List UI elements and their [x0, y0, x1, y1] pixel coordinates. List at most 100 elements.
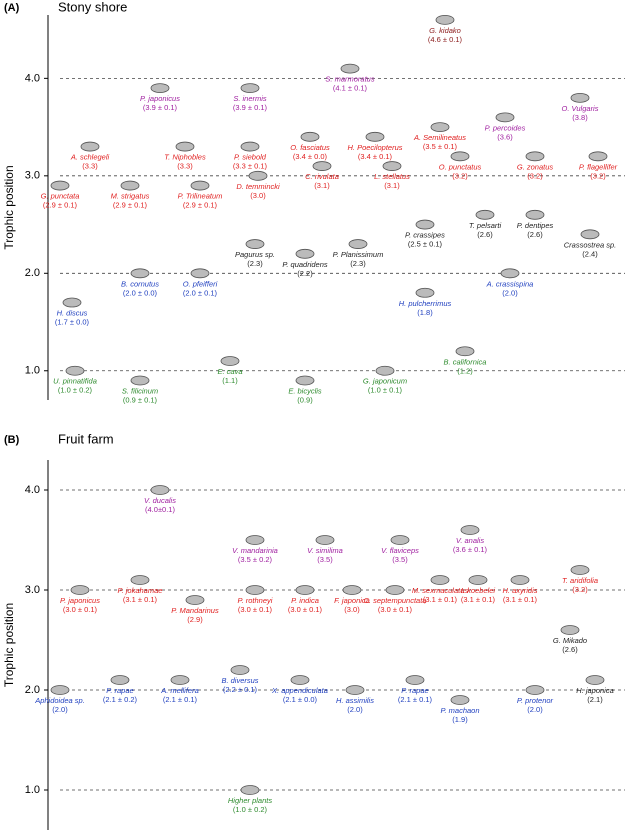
species-name: P. rapae — [401, 686, 428, 695]
species: O. Vulgaris(3.8) — [562, 92, 599, 122]
organism-marker — [580, 229, 600, 240]
species-name: G. punctata — [41, 192, 80, 201]
species-name: T. Niphobles — [164, 153, 206, 162]
value-label: (2.1 ± 0.1) — [398, 695, 433, 704]
species: B. cornutus(2.0 ± 0.0) — [121, 268, 159, 297]
species-name: H. discus — [57, 309, 88, 318]
species: P. siebold(3.3 ± 0.1) — [233, 141, 268, 171]
species: P. indica(3.0 ± 0.1) — [288, 585, 323, 614]
value-label: (4.1 ± 0.1) — [333, 84, 368, 93]
species-name: P. machaon — [440, 706, 479, 715]
species-name: P. percoides — [485, 123, 526, 132]
y-tick-label: 1.0 — [25, 365, 40, 377]
species: G. Mikado(2.6) — [553, 625, 587, 654]
species-name: P. rothneyi — [238, 596, 273, 605]
species-name: S. marmoratus — [325, 75, 374, 84]
value-label: (3.5 ± 0.2) — [238, 555, 273, 564]
species: O. punctatus(3.2) — [439, 151, 482, 180]
y-tick-label: 3.0 — [25, 584, 40, 596]
species: V. flaviceps(3.5) — [381, 535, 419, 564]
organism-marker — [560, 625, 580, 635]
organism-marker — [175, 141, 195, 152]
species-name: A. mellifera — [160, 686, 199, 695]
species: P. quadridens(2.2) — [282, 248, 328, 278]
species-name: G. Mikado — [553, 636, 587, 645]
y-tick-label: 3.0 — [25, 170, 40, 182]
organism-marker — [450, 151, 470, 162]
organism-marker — [62, 297, 82, 308]
species: P. Planissimum(2.3) — [333, 239, 383, 268]
value-label: (1.0 ± 0.2) — [233, 805, 268, 814]
organism-marker — [240, 785, 260, 795]
value-label: (3.1 ± 0.1) — [123, 595, 158, 604]
species: M. sexmaculatus(3.1 ± 0.1) — [412, 575, 468, 604]
value-label: (3.1) — [384, 181, 400, 190]
value-label: (3.2) — [452, 171, 468, 180]
value-label: (2.9 ± 0.1) — [113, 201, 148, 210]
organism-marker — [525, 685, 545, 695]
species: P. dentipes(2.6) — [517, 209, 554, 239]
organism-marker — [290, 675, 310, 685]
organism-marker — [245, 239, 265, 249]
value-label: (2.3) — [247, 259, 263, 268]
species-name: P. Mandarinus — [171, 606, 219, 615]
organism-marker — [185, 595, 205, 605]
species-name: O. pfeifferi — [183, 279, 218, 288]
value-label: (3.2) — [590, 171, 606, 180]
species: P. japonicus(3.0 ± 0.1) — [60, 585, 100, 614]
species-name: Higher plants — [228, 796, 272, 805]
organism-marker — [585, 675, 605, 685]
species-name: P. siebold — [234, 153, 267, 162]
species-name: I. koebelei — [461, 586, 496, 595]
species-name: C. rivulata — [305, 172, 339, 181]
y-tick-label: 4.0 — [25, 484, 40, 496]
value-label: (3.9 ± 0.1) — [143, 103, 178, 112]
species: E. cava(1.1) — [217, 356, 243, 385]
value-label: (2.6) — [562, 645, 578, 654]
value-label: (2.2) — [297, 269, 313, 278]
organism-marker — [120, 180, 140, 191]
species-name: V. similima — [307, 546, 343, 555]
organism-marker — [345, 685, 365, 695]
organism-marker — [435, 14, 455, 25]
species: P. japonicus(3.9 ± 0.1) — [140, 83, 180, 112]
species-name: P. jokahamae — [118, 586, 163, 595]
value-label: (3.3) — [177, 162, 193, 171]
value-label: (3.0) — [250, 191, 266, 200]
species: B. diversus(2.2 ± 0.1) — [221, 665, 259, 694]
species: A. Semilineatus(3.5 ± 0.1) — [413, 122, 466, 151]
value-label: (2.9 ± 0.1) — [43, 201, 78, 210]
value-label: (2.6) — [527, 230, 543, 239]
species: Higher plants(1.0 ± 0.2) — [228, 785, 272, 814]
value-label: (2.1) — [587, 695, 603, 704]
species: P. crassipes(2.5 ± 0.1) — [405, 219, 445, 249]
species: H. japonica(2.1) — [576, 675, 614, 704]
organism-marker — [570, 92, 590, 103]
y-axis-label: Trophic position — [2, 603, 16, 687]
organism-marker — [468, 575, 488, 585]
value-label: (2.1 ± 0.0) — [283, 695, 318, 704]
organism-marker — [500, 268, 520, 279]
organism-marker — [525, 209, 545, 220]
panel-title: Stony shore — [58, 0, 127, 14]
species-name: T. aridifolia — [562, 576, 598, 585]
species: Aphidoidea sp.(2.0) — [34, 685, 85, 714]
species: T. pelsarti(2.6) — [469, 209, 501, 239]
organism-marker — [385, 585, 405, 595]
value-label: (2.0) — [52, 705, 68, 714]
value-label: (1.0 ± 0.1) — [368, 386, 403, 395]
value-label: (3.5) — [392, 555, 408, 564]
species: A. schlegeli(3.3) — [70, 141, 110, 171]
species-name: S. inermis — [233, 94, 267, 103]
species: C. septempunctata(3.0 ± 0.1) — [364, 585, 426, 614]
value-label: (3.3 ± 0.1) — [233, 162, 268, 171]
species-name: D. temmincki — [236, 182, 280, 191]
species: P. flagellifer(3.2) — [579, 151, 618, 180]
species: P. Mandarinus(2.9) — [171, 595, 219, 624]
species: P. protenor(2.0) — [517, 685, 554, 714]
species: T. Niphobles(3.3) — [164, 141, 206, 171]
species-name: Pagurus sp. — [235, 250, 275, 259]
y-tick-label: 2.0 — [25, 684, 40, 696]
value-label: (3.0) — [344, 605, 360, 614]
